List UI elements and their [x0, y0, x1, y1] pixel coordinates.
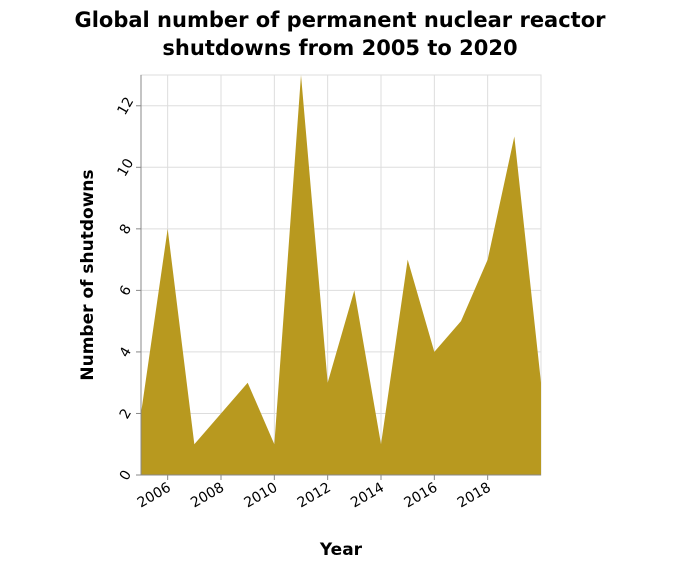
y-axis-title: Number of shutdowns	[78, 169, 98, 380]
y-tick-label-6: 12	[114, 95, 137, 118]
axes	[140, 75, 541, 476]
x-tick-label-3: 2012	[295, 480, 334, 512]
y-tick-label-3: 6	[117, 283, 135, 299]
y-tick-label-0: 0	[117, 468, 135, 484]
chart-title-line-1: Global number of permanent nuclear react…	[74, 8, 606, 32]
x-tick-label-4: 2014	[348, 480, 387, 512]
x-tick-label-0: 2006	[135, 480, 174, 512]
y-tick-label-4: 8	[117, 221, 135, 237]
x-tick-label-5: 2016	[401, 480, 440, 512]
x-tick-label-6: 2018	[455, 480, 494, 512]
chart-title: Global number of permanent nuclear react…	[0, 6, 680, 62]
y-tick-label-2: 4	[117, 344, 135, 360]
chart-title-line-2: shutdowns from 2005 to 2020	[162, 36, 518, 60]
area-fill	[141, 75, 541, 475]
y-axis-ticks: 0 2 4 6 8 10 12	[114, 95, 141, 484]
y-tick-label-1: 2	[117, 406, 135, 422]
x-tick-label-1: 2008	[188, 480, 227, 512]
x-axis-ticks: 2006 2008 2010 2012 2014 2016 2018	[135, 475, 494, 511]
area-series	[141, 75, 541, 475]
x-axis-title: Year	[319, 540, 363, 560]
y-tick-label-5: 10	[114, 156, 137, 179]
x-tick-label-2: 2010	[241, 480, 280, 512]
